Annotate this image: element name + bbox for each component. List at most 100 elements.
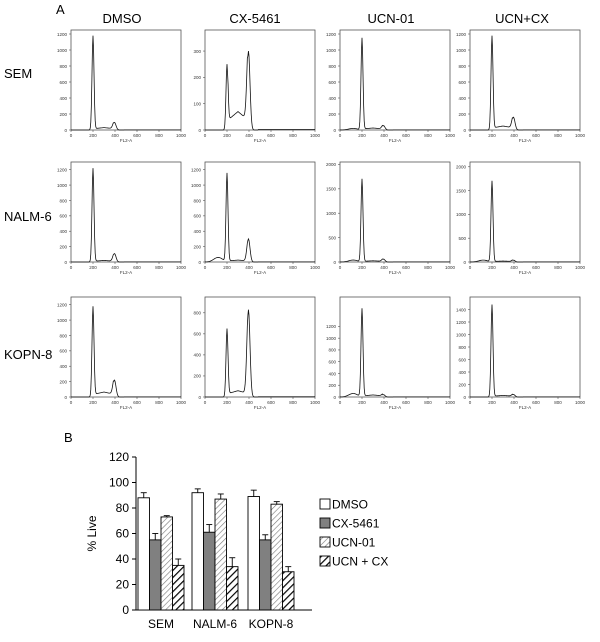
y-tick-label: 400: [59, 364, 67, 369]
x-tick-label: 1000: [575, 400, 586, 405]
x-tick-label: 0: [469, 265, 472, 270]
histogram-kopn-8-cx-5461: 0 200 400 600 800 0 200 400 600 800 1000 FL2-A: [193, 296, 321, 410]
panel-a-label: A: [56, 2, 65, 17]
y-tick-label: 400: [193, 353, 201, 358]
x-tick-label: 400: [380, 265, 388, 270]
x-tick-label: 0: [339, 133, 342, 138]
y-tick-label: 400: [458, 96, 466, 101]
dna-content-curve: [469, 180, 580, 263]
y-tick-label: 800: [328, 64, 336, 69]
bar-kopn-8-ucn-01: [270, 503, 283, 611]
dna-content-curve: [71, 35, 181, 131]
y-tick-label: 600: [328, 80, 336, 85]
y-tick-label: 1500: [326, 187, 337, 192]
x-axis-label: FL2-A: [389, 270, 401, 275]
bar-nalm-6-dmso: [191, 492, 204, 611]
bar-y-tick-label: 100: [109, 476, 129, 490]
y-tick-label: 1000: [57, 183, 68, 188]
y-tick-label: 1200: [456, 320, 467, 325]
y-tick-label: 200: [458, 382, 466, 387]
histogram-nalm-6-dmso: 0 200 400 600 800 1000 1200 0 200 400 600 800 1000 FL…: [57, 161, 187, 275]
x-tick-label: 600: [402, 265, 410, 270]
y-tick-label: 0: [463, 395, 466, 400]
y-tick-label: 1200: [456, 32, 467, 37]
panel-b-label: B: [64, 430, 73, 445]
bar-nalm-6-cx-5461: [203, 531, 216, 611]
bar-y-tick-label: 0: [122, 603, 129, 617]
y-tick-label: 100: [193, 101, 201, 106]
y-tick-label: 500: [458, 236, 466, 241]
y-tick-label: 200: [458, 112, 466, 117]
x-tick-label: 400: [380, 133, 388, 138]
x-axis-label: FL2-A: [120, 405, 132, 410]
x-tick-label: 0: [204, 400, 207, 405]
x-tick-label: 200: [488, 400, 496, 405]
x-tick-label: 600: [267, 265, 275, 270]
bar-y-tick-label: 40: [116, 552, 130, 566]
x-tick-label: 800: [424, 265, 432, 270]
y-tick-label: 1200: [57, 302, 68, 307]
x-tick-label: 1000: [575, 265, 586, 270]
bar-category-label-sem: SEM: [148, 617, 174, 631]
x-tick-label: 200: [89, 400, 97, 405]
x-tick-label: 0: [469, 133, 472, 138]
x-tick-label: 800: [289, 133, 297, 138]
x-axis-label: FL2-A: [120, 270, 132, 275]
row-title-kopn8: KOPN-8: [4, 347, 53, 362]
x-axis-label: FL2-A: [254, 138, 266, 143]
bar-y-tick-label: 20: [116, 578, 130, 592]
x-tick-label: 400: [111, 400, 119, 405]
y-tick-label: 1400: [456, 307, 467, 312]
bar-y-tick-label: 120: [109, 450, 129, 464]
bar-y-tick-label: 80: [116, 501, 130, 515]
y-tick-label: 1000: [456, 212, 467, 217]
x-tick-label: 0: [339, 400, 342, 405]
legend-swatch: [319, 536, 331, 548]
x-tick-label: 400: [380, 400, 388, 405]
x-tick-label: 1000: [310, 133, 321, 138]
x-tick-label: 800: [554, 133, 562, 138]
y-tick-label: 0: [463, 260, 466, 265]
x-tick-label: 400: [245, 265, 253, 270]
x-axis-label: FL2-A: [254, 270, 266, 275]
x-tick-label: 1000: [575, 133, 586, 138]
x-axis-label: FL2-A: [519, 405, 531, 410]
x-tick-label: 200: [358, 265, 366, 270]
y-tick-label: 1000: [57, 318, 68, 323]
bar-kopn-8-dmso: [247, 496, 260, 611]
histogram-sem-ucn-01: 0 200 400 600 800 1000 1200 0 200 400 600 800 1000 FL…: [326, 29, 456, 143]
x-tick-label: 400: [510, 400, 518, 405]
x-tick-label: 400: [245, 400, 253, 405]
x-tick-label: 0: [204, 133, 207, 138]
y-tick-label: 800: [59, 333, 67, 338]
x-tick-label: 400: [510, 133, 518, 138]
bar-nalm-6-ucn-cx: [226, 566, 239, 611]
y-tick-label: 1200: [326, 324, 337, 329]
x-tick-label: 200: [358, 133, 366, 138]
row-title-sem: SEM: [4, 66, 33, 81]
legend-swatch: [319, 555, 331, 567]
x-tick-label: 400: [111, 133, 119, 138]
x-tick-label: 1000: [310, 400, 321, 405]
y-tick-label: 200: [59, 244, 67, 249]
x-tick-label: 400: [510, 265, 518, 270]
x-tick-label: 1000: [445, 265, 456, 270]
x-tick-label: 400: [245, 133, 253, 138]
dna-content-curve: [339, 308, 450, 398]
x-tick-label: 200: [89, 265, 97, 270]
x-tick-label: 800: [155, 133, 163, 138]
x-axis-label: FL2-A: [389, 138, 401, 143]
y-tick-label: 1000: [456, 48, 467, 53]
y-tick-label: 0: [198, 395, 201, 400]
legend-swatch: [319, 498, 331, 510]
y-tick-label: 400: [458, 370, 466, 375]
y-tick-label: 200: [59, 379, 67, 384]
y-tick-label: 1000: [326, 48, 337, 53]
x-tick-label: 1000: [176, 133, 187, 138]
x-tick-label: 0: [204, 265, 207, 270]
y-tick-label: 300: [193, 49, 201, 54]
x-axis-label: FL2-A: [519, 138, 531, 143]
y-tick-label: 1000: [191, 183, 202, 188]
x-tick-label: 0: [70, 133, 73, 138]
